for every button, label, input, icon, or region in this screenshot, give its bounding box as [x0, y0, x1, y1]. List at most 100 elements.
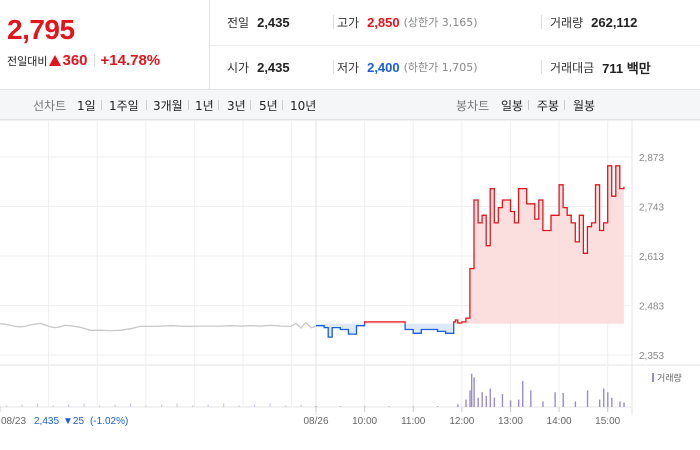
- volume-bar: [542, 401, 544, 407]
- volume-bar: [436, 406, 439, 407]
- tab-monthly-candle[interactable]: 월봉: [573, 99, 596, 113]
- volume-bar: [339, 406, 342, 407]
- col-divider: [333, 60, 334, 74]
- volume-bar: [489, 388, 492, 407]
- volume-bar: [254, 404, 256, 407]
- volume-bar: [176, 403, 178, 407]
- tab-divider: [146, 100, 147, 110]
- volume-bar: [315, 406, 317, 407]
- tab-divider: [528, 100, 529, 110]
- x-tick-label: 08/23: [1, 416, 26, 427]
- down-series-line: [404, 323, 455, 334]
- high-cell: 고가 2,850 (상한가 3,165): [337, 12, 478, 32]
- volume-bar: [99, 405, 101, 407]
- volume-bar: [161, 404, 163, 407]
- volume-bar: [223, 403, 225, 407]
- volume-bar: [481, 392, 483, 407]
- volume-bar: [619, 401, 621, 407]
- col-divider: [541, 15, 542, 29]
- tab-1w[interactable]: 1주일: [109, 99, 139, 113]
- volume-bar: [192, 405, 194, 407]
- volume-bar: [522, 381, 524, 407]
- volume-bar: [364, 406, 366, 407]
- prev-day-series-line: [0, 321, 317, 332]
- volume-bar: [465, 399, 467, 407]
- tab-3m[interactable]: 3개월: [153, 99, 183, 113]
- open-cell: 시가 2,435: [227, 57, 290, 77]
- volume-cell: 거래량 262,112: [550, 12, 637, 32]
- x-axis: 08/23 08/26 10:00 11:00 12:00 13:00 14:00 15:00: [0, 407, 621, 427]
- high-label: 고가: [337, 15, 360, 30]
- tab-1y[interactable]: 1년: [195, 99, 214, 113]
- tab-divider: [282, 100, 283, 110]
- volume-bar: [477, 397, 479, 407]
- volume-bar: [114, 404, 116, 407]
- upper-limit: (상한가 3,165): [403, 16, 478, 29]
- change-label: 전일대비: [7, 54, 48, 68]
- volume-bar: [485, 395, 487, 407]
- volume-bar: [269, 403, 271, 407]
- tab-divider: [564, 100, 565, 110]
- tab-divider: [250, 100, 251, 110]
- low-cell: 저가 2,400 (하한가 1,705): [337, 57, 478, 77]
- open-label: 시가: [227, 60, 250, 75]
- volume-legend-label: 거래량: [657, 372, 682, 383]
- y-tick-label: 2,613: [639, 252, 664, 263]
- chart-tabs-bar: 선차트 1일 1주일 3개월 1년 3년 5년 10년 봉차트 일봉 주봉 월봉: [0, 90, 700, 120]
- tab-10y[interactable]: 10년: [290, 99, 317, 113]
- volume-bar: [21, 404, 23, 407]
- volume-bar: [509, 400, 512, 407]
- high-value: 2,850: [367, 14, 400, 30]
- x-tick-label: 10:00: [352, 416, 377, 427]
- turnover-cell: 거래대금 711 백만: [550, 57, 651, 77]
- tab-divider: [188, 100, 189, 110]
- volume-legend: 거래량: [652, 372, 682, 383]
- volume-bar: [469, 390, 471, 407]
- volume-label: 거래량: [550, 15, 584, 30]
- x-tick-label: 14:00: [547, 416, 572, 427]
- up-series-line: [453, 165, 625, 324]
- volume-bar: [285, 405, 287, 407]
- low-value: 2,400: [367, 59, 400, 75]
- x-tick-label: 13:00: [498, 416, 523, 427]
- tab-5y[interactable]: 5년: [259, 99, 278, 113]
- down-series-line: [316, 323, 366, 338]
- volume-bar: [473, 377, 475, 407]
- volume-bar: [501, 394, 504, 407]
- prev-day-price: 2,435: [34, 416, 59, 427]
- volume-bar: [598, 399, 601, 407]
- prev-close-label: 전일: [227, 15, 250, 30]
- volume-bar: [607, 392, 609, 407]
- current-price: 2,795: [7, 14, 75, 45]
- volume-value: 262,112: [591, 14, 638, 30]
- down-area-fill: [405, 323, 454, 334]
- candle-chart-label: 봉차트: [456, 99, 490, 113]
- divider: [93, 54, 95, 67]
- price-box: 2,795 전일대비 360 +14.78%: [0, 0, 210, 90]
- volume-bar: [83, 403, 85, 407]
- volume-bar: [623, 402, 625, 407]
- lower-limit: (하한가 1,705): [403, 61, 478, 74]
- tab-weekly-candle[interactable]: 주봉: [537, 99, 560, 113]
- volume-bar: [6, 405, 8, 407]
- change-row: 전일대비 360 +14.78%: [7, 52, 160, 69]
- price-chart[interactable]: 2,873 2,743 2,613 2,483 2,353 08/23 08/26 10:0…: [0, 120, 700, 450]
- x-tick-label: 11:00: [401, 416, 426, 427]
- change-value: 360: [62, 52, 88, 69]
- y-tick-label: 2,483: [639, 302, 664, 313]
- turnover-value: 711 백만: [602, 60, 651, 76]
- volume-legend-swatch: [652, 373, 654, 382]
- prev-day-change: ▼25: [63, 416, 84, 427]
- volume-bar: [68, 404, 70, 407]
- tab-1d[interactable]: 1일: [77, 99, 96, 113]
- price-lines: [0, 165, 625, 338]
- tab-daily-candle[interactable]: 일봉: [501, 99, 524, 113]
- low-label: 저가: [337, 60, 360, 75]
- volume-bar: [554, 392, 556, 407]
- prev-close-value: 2,435: [257, 14, 290, 30]
- volume-bar: [388, 406, 390, 407]
- y-tick-label: 2,743: [639, 203, 664, 214]
- turnover-label: 거래대금: [550, 60, 595, 75]
- tab-3y[interactable]: 3년: [227, 99, 246, 113]
- volume-bar: [603, 388, 605, 407]
